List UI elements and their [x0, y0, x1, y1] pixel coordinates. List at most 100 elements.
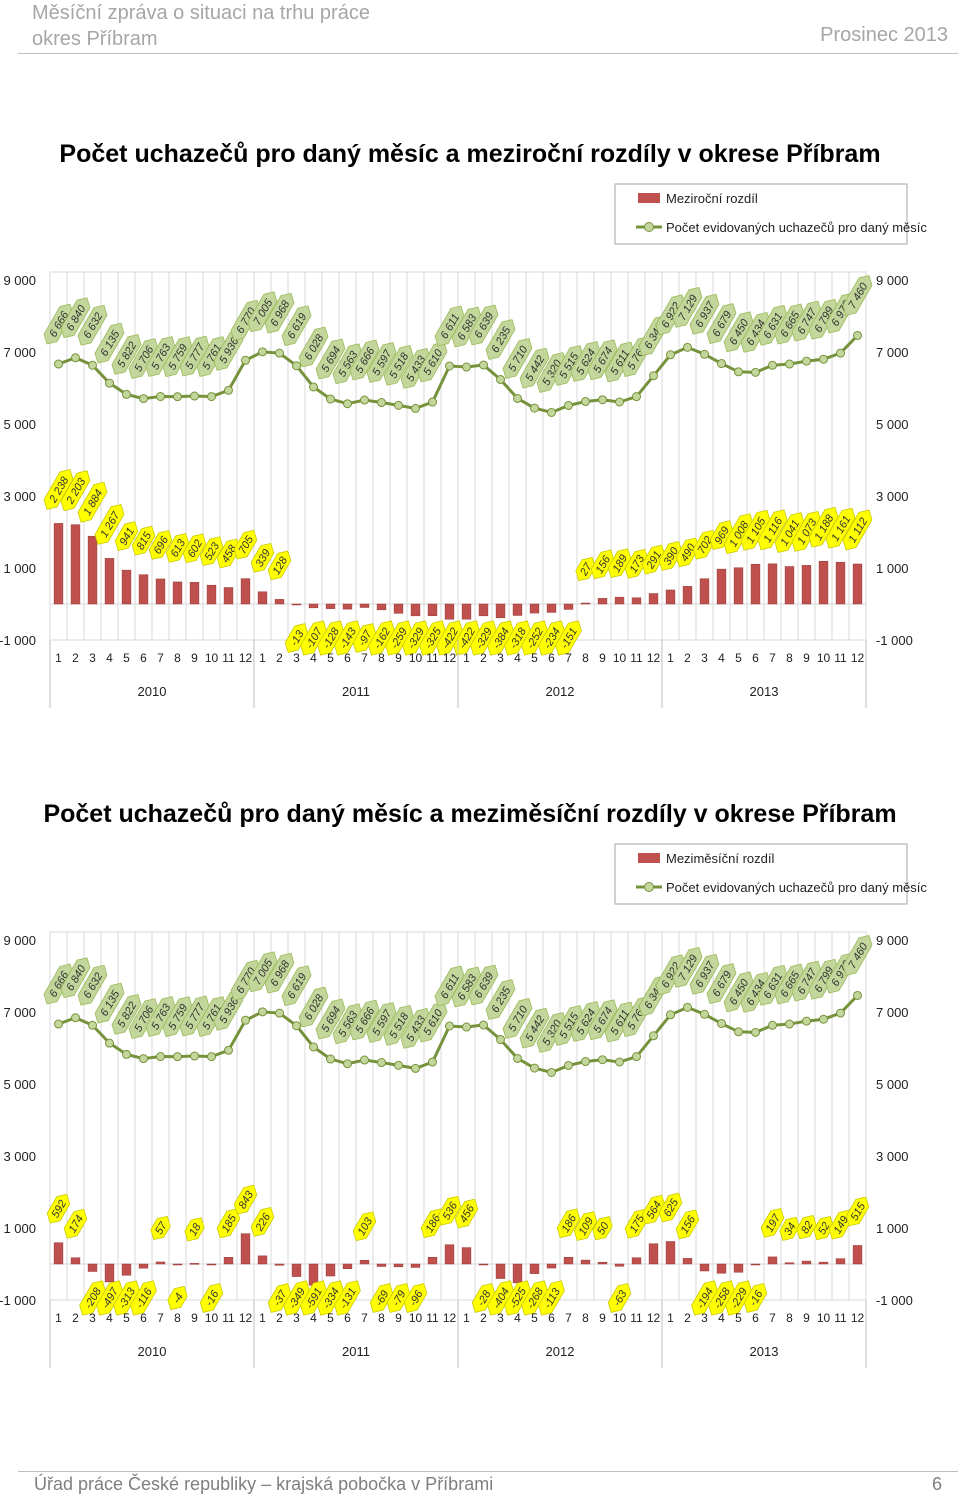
line-point [377, 398, 386, 408]
line-point [785, 1019, 794, 1029]
line-data-label-box [451, 306, 482, 348]
bar-data-label-box [708, 1280, 735, 1316]
line-point [411, 403, 420, 413]
x-tick-label-month: 1 [667, 1311, 674, 1325]
y-tick-label-right: 3 000 [876, 1149, 909, 1164]
bar-data-label-text: 52 [816, 1220, 833, 1237]
line-data-label-box [842, 275, 873, 316]
line-data-label-box [111, 994, 142, 1035]
x-tick-label-month: 12 [851, 651, 865, 665]
x-tick-label-month: 11 [630, 651, 643, 665]
line-point [853, 330, 862, 340]
x-tick-label-month: 1 [259, 651, 266, 665]
line-point [598, 395, 607, 405]
bar-data-label-box [334, 1280, 361, 1316]
line-data-label-box [145, 996, 176, 1037]
bar [512, 1263, 523, 1284]
bar [291, 1263, 302, 1277]
line-point [309, 1042, 318, 1052]
bar-data-label-box [250, 1207, 275, 1237]
bar [733, 567, 744, 605]
line-point [105, 378, 114, 388]
bar-data-label-box [658, 1192, 683, 1223]
line-point [292, 361, 301, 371]
line-point [54, 1019, 63, 1029]
line-data-label-box [672, 946, 703, 988]
line-point [377, 1058, 386, 1068]
line-point [71, 353, 80, 363]
y-tick-label-left: 5 000 [3, 417, 36, 432]
line-data-label-box [655, 954, 686, 996]
line-point [394, 400, 403, 410]
bar [70, 1257, 81, 1265]
bar [716, 568, 727, 605]
legend-label-line: Počet evidovaných uchazečů pro daný měsí… [666, 880, 927, 895]
x-tick-label-month: 4 [514, 1311, 521, 1325]
line-point [717, 1019, 726, 1029]
bar [325, 1263, 336, 1277]
bar [444, 603, 455, 620]
line-point [615, 1057, 624, 1067]
x-tick-label-year: 2013 [750, 684, 779, 699]
bar-data-label-box [216, 538, 241, 569]
bar [104, 558, 115, 605]
line-data-label-box [400, 348, 431, 389]
line-point [547, 407, 556, 417]
x-tick-label-month: 4 [718, 651, 725, 665]
line-data-label-box [43, 963, 74, 1005]
line-point [326, 394, 335, 404]
x-tick-label-month: 3 [701, 1311, 708, 1325]
line-data-label-box [740, 311, 771, 353]
x-tick-label-month: 6 [344, 1311, 351, 1325]
bar [257, 1255, 268, 1265]
line-data-label-box [723, 971, 754, 1013]
bar-data-label-box [723, 513, 754, 555]
line-point [445, 1021, 454, 1031]
bar [631, 597, 642, 605]
line-point [173, 392, 182, 402]
grid [49, 932, 867, 1300]
bar [801, 565, 812, 605]
line-point [343, 399, 352, 409]
line-data-label-box [332, 1003, 363, 1045]
y-tick-label-right: 7 000 [876, 1005, 909, 1020]
line-data-label-box [196, 996, 227, 1037]
line-point [496, 1035, 505, 1045]
bar-data-label: -69 [369, 1283, 394, 1313]
line-data-label-box [519, 347, 550, 389]
x-tick-label-month: 5 [531, 1311, 538, 1325]
line-data-label-box [264, 292, 295, 334]
bar-data-label-box [199, 1283, 224, 1313]
bar-data-label-box [743, 1283, 768, 1313]
bar-data-label-box [825, 507, 856, 549]
x-tick-label-month: 11 [222, 651, 235, 665]
bar-data-label-text: 34 [782, 1221, 799, 1238]
bar [240, 1233, 251, 1265]
bar-data-label-box [774, 512, 805, 553]
line-point [666, 350, 675, 360]
bar [461, 603, 472, 620]
chart-legend: Meziměsíční rozdíl Počet evidovaných ucha… [614, 843, 927, 905]
line-point [54, 359, 63, 369]
bar-data-label-box [658, 541, 683, 571]
bar [546, 603, 557, 613]
line-point [530, 1063, 539, 1073]
y-tick-label-left: 3 000 [3, 489, 36, 504]
bar [342, 1263, 353, 1269]
line-point [394, 1060, 403, 1070]
legend-label-line: Počet evidovaných uchazečů pro daný měsí… [666, 220, 927, 235]
bar-data-label-box [573, 1211, 598, 1241]
x-tick-label-month: 9 [803, 651, 810, 665]
x-tick-label-month: 4 [514, 651, 521, 665]
bar [818, 560, 829, 605]
line-data-label-box [247, 291, 278, 333]
line-data-label-box [366, 1002, 397, 1043]
chart-title: Počet uchazečů pro daný měsíc a meziročn… [59, 140, 880, 168]
line-data-label-box [315, 338, 346, 380]
line-point [479, 1020, 488, 1030]
bar [121, 569, 132, 605]
line-data-label-box [400, 1008, 431, 1049]
line-data-label-box [162, 336, 193, 378]
bar-data-label-box [538, 620, 565, 656]
bar-data-label-box [808, 506, 839, 548]
